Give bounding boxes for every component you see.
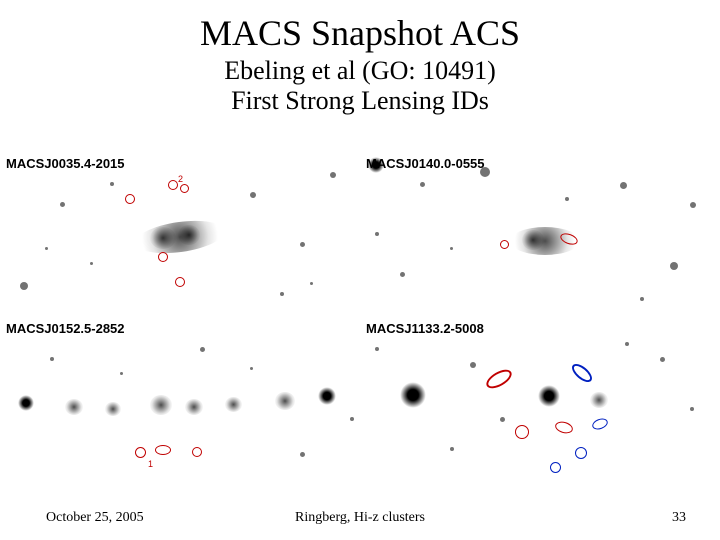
- annotation-ellipse: [155, 445, 171, 455]
- footer-center: Ringberg, Hi-z clusters: [0, 510, 720, 526]
- annotation-circle: [575, 447, 587, 459]
- annotation-circle: [158, 252, 168, 262]
- annotation-circle: [192, 447, 202, 457]
- annotation-number: 1: [148, 459, 153, 469]
- annotation-circle: [125, 194, 135, 204]
- subtitle-desc: First Strong Lensing IDs: [0, 86, 720, 116]
- annotation-circle: [135, 447, 146, 458]
- annotation-circle: [168, 180, 178, 190]
- panel-label-1: MACSJ0140.0-0555: [366, 156, 485, 171]
- panel-0: MACSJ0035.4-2015 2: [0, 152, 360, 317]
- footer: October 25, 2005 Ringberg, Hi-z clusters…: [0, 510, 720, 530]
- annotation-ellipse: [591, 417, 609, 432]
- annotation-number: 2: [178, 174, 183, 184]
- panel-label-0: MACSJ0035.4-2015: [6, 156, 125, 171]
- page-title: MACS Snapshot ACS: [0, 12, 720, 54]
- panel-label-3: MACSJ1133.2-5008: [366, 321, 484, 336]
- annotation-circle: [180, 184, 189, 193]
- annotation-ellipse: [569, 361, 595, 386]
- annotation-circle: [175, 277, 185, 287]
- annotation-circle: [550, 462, 561, 473]
- annotation-circle: [500, 240, 509, 249]
- annotation-ellipse: [554, 420, 574, 435]
- panel-1: MACSJ0140.0-0555: [360, 152, 720, 317]
- panel-2: MACSJ0152.5-2852 1: [0, 317, 360, 482]
- image-grid: MACSJ0035.4-2015 2 MACSJ0140.0-0555: [0, 152, 720, 482]
- panel-label-2: MACSJ0152.5-2852: [6, 321, 125, 336]
- footer-page: 33: [672, 510, 686, 526]
- annotation-circle: [515, 425, 529, 439]
- annotation-ellipse: [483, 366, 514, 392]
- subtitle-author: Ebeling et al (GO: 10491): [0, 56, 720, 86]
- panel-3: MACSJ1133.2-5008: [360, 317, 720, 482]
